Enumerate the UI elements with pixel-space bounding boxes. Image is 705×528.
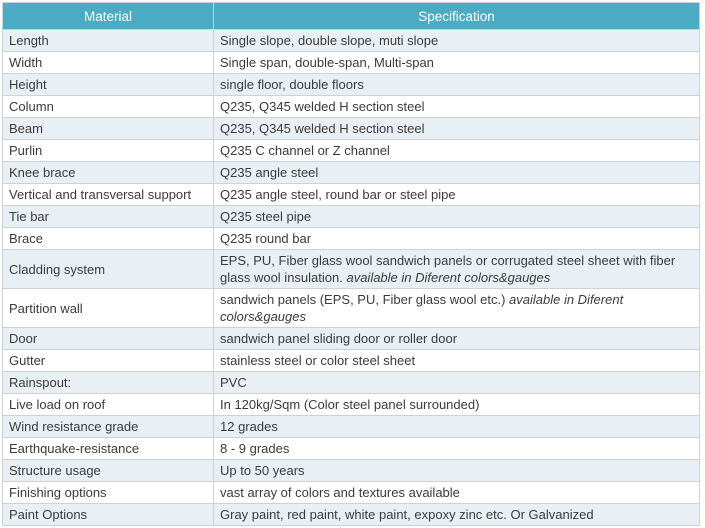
material-cell: Cladding system — [2, 249, 214, 289]
specification-cell: single floor, double floors — [213, 73, 700, 96]
table-row: Partition wall sandwich panels (EPS, PU, … — [2, 288, 700, 328]
table-row: Length Single slope, double slope, muti s… — [2, 29, 700, 52]
column-header-specification: Specification — [213, 2, 700, 30]
spec-text: EPS, PU, Fiber glass wool sandwich panel… — [220, 253, 676, 285]
specification-cell: sandwich panels (EPS, PU, Fiber glass wo… — [213, 288, 700, 328]
spec-text: Q235 angle steel — [220, 165, 319, 180]
table-row: Cladding system EPS, PU, Fiber glass wool… — [2, 249, 700, 289]
material-cell: Structure usage — [2, 459, 214, 482]
specification-cell: 8 - 9 grades — [213, 437, 700, 460]
table-row: Vertical and transversal support Q235 ang… — [2, 183, 700, 206]
material-cell: Beam — [2, 117, 214, 140]
specification-cell: 12 grades — [213, 415, 700, 438]
specification-cell: Up to 50 years — [213, 459, 700, 482]
table-row: Earthquake-resistance 8 - 9 grades — [2, 437, 700, 460]
material-cell: Gutter — [2, 349, 214, 372]
table-row: Brace Q235 round bar — [2, 227, 700, 250]
material-cell: Length — [2, 29, 214, 52]
table-row: Knee brace Q235 angle steel — [2, 161, 700, 184]
specification-cell: Q235 steel pipe — [213, 205, 700, 228]
spec-text: Single span, double-span, Multi-span — [220, 55, 434, 70]
material-cell: Knee brace — [2, 161, 214, 184]
specification-cell: Single slope, double slope, muti slope — [213, 29, 700, 52]
spec-text: vast array of colors and textures availa… — [220, 485, 460, 500]
specification-cell: In 120kg/Sqm (Color steel panel surround… — [213, 393, 700, 416]
specification-cell: stainless steel or color steel sheet — [213, 349, 700, 372]
table-header-row: Material Specification — [2, 2, 700, 30]
material-cell: Wind resistance grade — [2, 415, 214, 438]
spec-text: PVC — [220, 375, 247, 390]
material-cell: Rainspout: — [2, 371, 214, 394]
spec-text: Q235, Q345 welded H section steel — [220, 121, 425, 136]
material-cell: Height — [2, 73, 214, 96]
table-row: Finishing options vast array of colors an… — [2, 481, 700, 504]
specification-cell: sandwich panel sliding door or roller do… — [213, 327, 700, 350]
table-row: Tie bar Q235 steel pipe — [2, 205, 700, 228]
specification-cell: Single span, double-span, Multi-span — [213, 51, 700, 74]
spec-text: Single slope, double slope, muti slope — [220, 33, 439, 48]
spec-text-italic: available in Diferent colors&gauges — [220, 292, 624, 324]
specification-cell: PVC — [213, 371, 700, 394]
table-row: Beam Q235, Q345 welded H section steel — [2, 117, 700, 140]
material-cell: Width — [2, 51, 214, 74]
spec-text: Q235 round bar — [220, 231, 312, 246]
spec-text: Q235 angle steel, round bar or steel pip… — [220, 187, 456, 202]
material-cell: Door — [2, 327, 214, 350]
material-cell: Partition wall — [2, 288, 214, 328]
spec-text: In 120kg/Sqm (Color steel panel surround… — [220, 397, 480, 412]
specification-cell: EPS, PU, Fiber glass wool sandwich panel… — [213, 249, 700, 289]
spec-text: Q235, Q345 welded H section steel — [220, 99, 425, 114]
column-header-material: Material — [2, 2, 214, 30]
table-row: Structure usage Up to 50 years — [2, 459, 700, 482]
spec-text: Up to 50 years — [220, 463, 305, 478]
material-cell: Brace — [2, 227, 214, 250]
spec-text: stainless steel or color steel sheet — [220, 353, 416, 368]
spec-text-italic: available in Diferent colors&gauges — [346, 270, 551, 285]
specification-cell: Gray paint, red paint, white paint, expo… — [213, 503, 700, 526]
specification-cell: Q235 angle steel — [213, 161, 700, 184]
specification-cell: Q235 angle steel, round bar or steel pip… — [213, 183, 700, 206]
table-row: Wind resistance grade 12 grades — [2, 415, 700, 438]
spec-text: single floor, double floors — [220, 77, 364, 92]
spec-text: Gray paint, red paint, white paint, expo… — [220, 507, 594, 522]
material-cell: Earthquake-resistance — [2, 437, 214, 460]
material-cell: Vertical and transversal support — [2, 183, 214, 206]
spec-text: sandwich panels (EPS, PU, Fiber glass wo… — [220, 292, 510, 307]
table-row: Live load on roof In 120kg/Sqm (Color ste… — [2, 393, 700, 416]
spec-text: sandwich panel sliding door or roller do… — [220, 331, 458, 346]
table-row: Purlin Q235 C channel or Z channel — [2, 139, 700, 162]
material-cell: Tie bar — [2, 205, 214, 228]
material-cell: Finishing options — [2, 481, 214, 504]
specification-cell: Q235 C channel or Z channel — [213, 139, 700, 162]
spec-text: 12 grades — [220, 419, 278, 434]
material-cell: Paint Options — [2, 503, 214, 526]
specification-cell: Q235 round bar — [213, 227, 700, 250]
table-row: Height single floor, double floors — [2, 73, 700, 96]
table-row: Rainspout: PVC — [2, 371, 700, 394]
spec-text: Q235 C channel or Z channel — [220, 143, 390, 158]
specification-cell: Q235, Q345 welded H section steel — [213, 117, 700, 140]
table-row: Paint Options Gray paint, red paint, whit… — [2, 503, 700, 526]
spec-text: 8 - 9 grades — [220, 441, 290, 456]
table-row: Column Q235, Q345 welded H section steel — [2, 95, 700, 118]
table-row: Gutter stainless steel or color steel she… — [2, 349, 700, 372]
table-row: Width Single span, double-span, Multi-spa… — [2, 51, 700, 74]
table-body: Length Single slope, double slope, muti s… — [2, 29, 700, 526]
material-cell: Purlin — [2, 139, 214, 162]
table-row: Door sandwich panel sliding door or rolle… — [2, 327, 700, 350]
specification-cell: Q235, Q345 welded H section steel — [213, 95, 700, 118]
specification-cell: vast array of colors and textures availa… — [213, 481, 700, 504]
material-cell: Live load on roof — [2, 393, 214, 416]
material-cell: Column — [2, 95, 214, 118]
spec-text: Q235 steel pipe — [220, 209, 312, 224]
